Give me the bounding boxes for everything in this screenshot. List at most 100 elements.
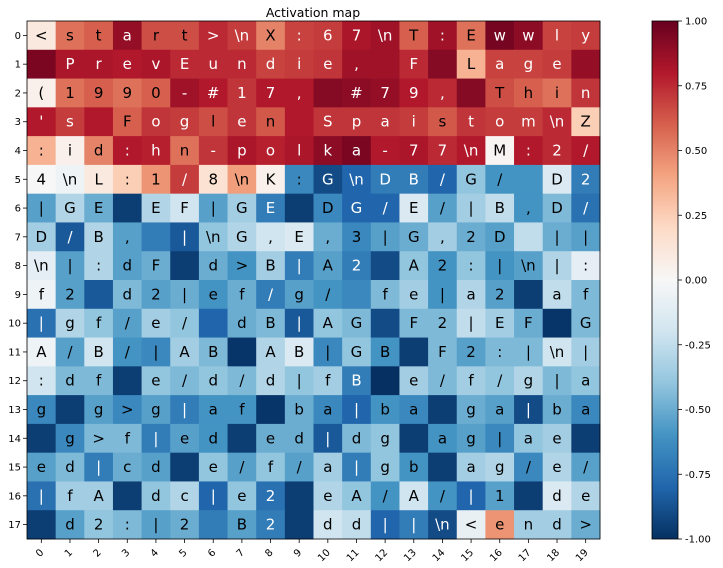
plot-frame (26, 20, 601, 540)
heatmap-cell (428, 193, 458, 223)
cell-label: A (409, 487, 420, 505)
heatmap-cell (542, 452, 572, 482)
colorbar-tick-label: 0.25 (685, 211, 707, 222)
cell-label: / (526, 458, 532, 476)
heatmap-cell (456, 423, 486, 454)
cell-label: # (207, 84, 220, 102)
heatmap-cell (284, 337, 314, 367)
heatmap-cell (313, 510, 343, 540)
heatmap-cell (27, 78, 57, 108)
heatmap-cell (227, 251, 257, 281)
heatmap-cell (428, 280, 458, 310)
heatmap-cell (571, 366, 601, 396)
heatmap-cell (399, 136, 429, 166)
cell-label: A (265, 343, 276, 361)
cell-label: a (352, 142, 361, 160)
cell-label: e (209, 285, 218, 303)
heatmap-cell (55, 481, 85, 511)
heatmap-cell (284, 395, 314, 425)
chart-title: Activation map (266, 5, 360, 20)
cell-label: 1 (495, 487, 505, 505)
heatmap-cell (428, 49, 458, 79)
heatmap-cell (456, 280, 486, 310)
heatmap-cell (456, 136, 486, 166)
cell-label: 2 (466, 343, 476, 361)
heatmap-cell (370, 251, 400, 281)
x-tick-label: 11 (345, 547, 362, 564)
cell-label: e (495, 516, 504, 534)
cell-label: B (294, 343, 304, 361)
heatmap-cell (141, 366, 171, 396)
heatmap-cell (198, 423, 228, 454)
heatmap-cell (284, 251, 314, 281)
heatmap-cell (284, 21, 314, 51)
heatmap-cell (485, 423, 515, 454)
heatmap-cell (571, 193, 601, 223)
cell-label: d (208, 372, 218, 390)
cell-label: B (380, 343, 390, 361)
cell-label: e (552, 55, 561, 73)
heatmap-cell (542, 251, 572, 281)
heatmap-cell (342, 308, 372, 338)
x-tick-label: 6 (206, 547, 218, 559)
cell-label: : (125, 142, 130, 160)
cell-label: 2 (266, 487, 276, 505)
heatmap-cell (27, 395, 57, 425)
heatmap-cell (456, 452, 486, 482)
cell-label: d (352, 516, 362, 534)
heatmap-cell (370, 308, 400, 338)
cell-label: Z (581, 113, 591, 131)
cell-label: m (521, 113, 536, 131)
heatmap-cell (55, 395, 85, 425)
heatmap-cell (55, 366, 85, 396)
heatmap-cell (170, 21, 200, 51)
heatmap-cell (428, 308, 458, 338)
cell-label: / (297, 458, 303, 476)
cell-label: f (239, 401, 245, 419)
cell-label: / (67, 343, 73, 361)
heatmap-cell (170, 337, 200, 367)
cell-label: | (383, 228, 388, 246)
cell-label: e (237, 113, 246, 131)
cell-label: d (266, 55, 276, 73)
heatmap-cell (141, 222, 171, 252)
heatmap-cell (170, 423, 200, 454)
heatmap-cell (313, 366, 343, 396)
heatmap-cell (370, 164, 400, 195)
heatmap-cell (542, 366, 572, 396)
heatmap-cell (571, 251, 601, 281)
x-tick-label: 8 (263, 547, 275, 559)
cell-label: - (211, 142, 216, 160)
heatmap-cell (514, 481, 544, 511)
heatmap-cell (256, 164, 286, 195)
heatmap-cell (313, 395, 343, 425)
heatmap-cell (284, 222, 314, 252)
cell-label: b (409, 458, 419, 476)
cell-label: g (151, 401, 161, 419)
heatmap-cell (485, 193, 515, 223)
heatmap-cell (170, 49, 200, 79)
heatmap-cell (198, 452, 228, 482)
heatmap-cell (456, 78, 486, 108)
heatmap-cell (456, 308, 486, 338)
heatmap-cell (256, 395, 286, 425)
heatmap-cell (55, 251, 85, 281)
cell-label: M (493, 142, 506, 160)
cell-label: | (182, 285, 187, 303)
cell-label: d (65, 458, 75, 476)
cell-label: | (39, 199, 44, 217)
cell-label: d (123, 257, 133, 275)
heatmap-cell (27, 164, 57, 195)
cell-label: e (209, 458, 218, 476)
heatmap-cell (399, 481, 429, 511)
heatmap-cell (571, 510, 601, 540)
cell-label: \n (34, 257, 49, 275)
cell-label: E (180, 55, 189, 73)
cell-label: , (297, 84, 302, 102)
y-tick-label: 17 (8, 520, 21, 531)
heatmap-cell (141, 49, 171, 79)
heatmap-cell (456, 337, 486, 367)
heatmap-cell (27, 136, 57, 166)
heatmap-cell (514, 395, 544, 425)
heatmap-cell (514, 452, 544, 482)
